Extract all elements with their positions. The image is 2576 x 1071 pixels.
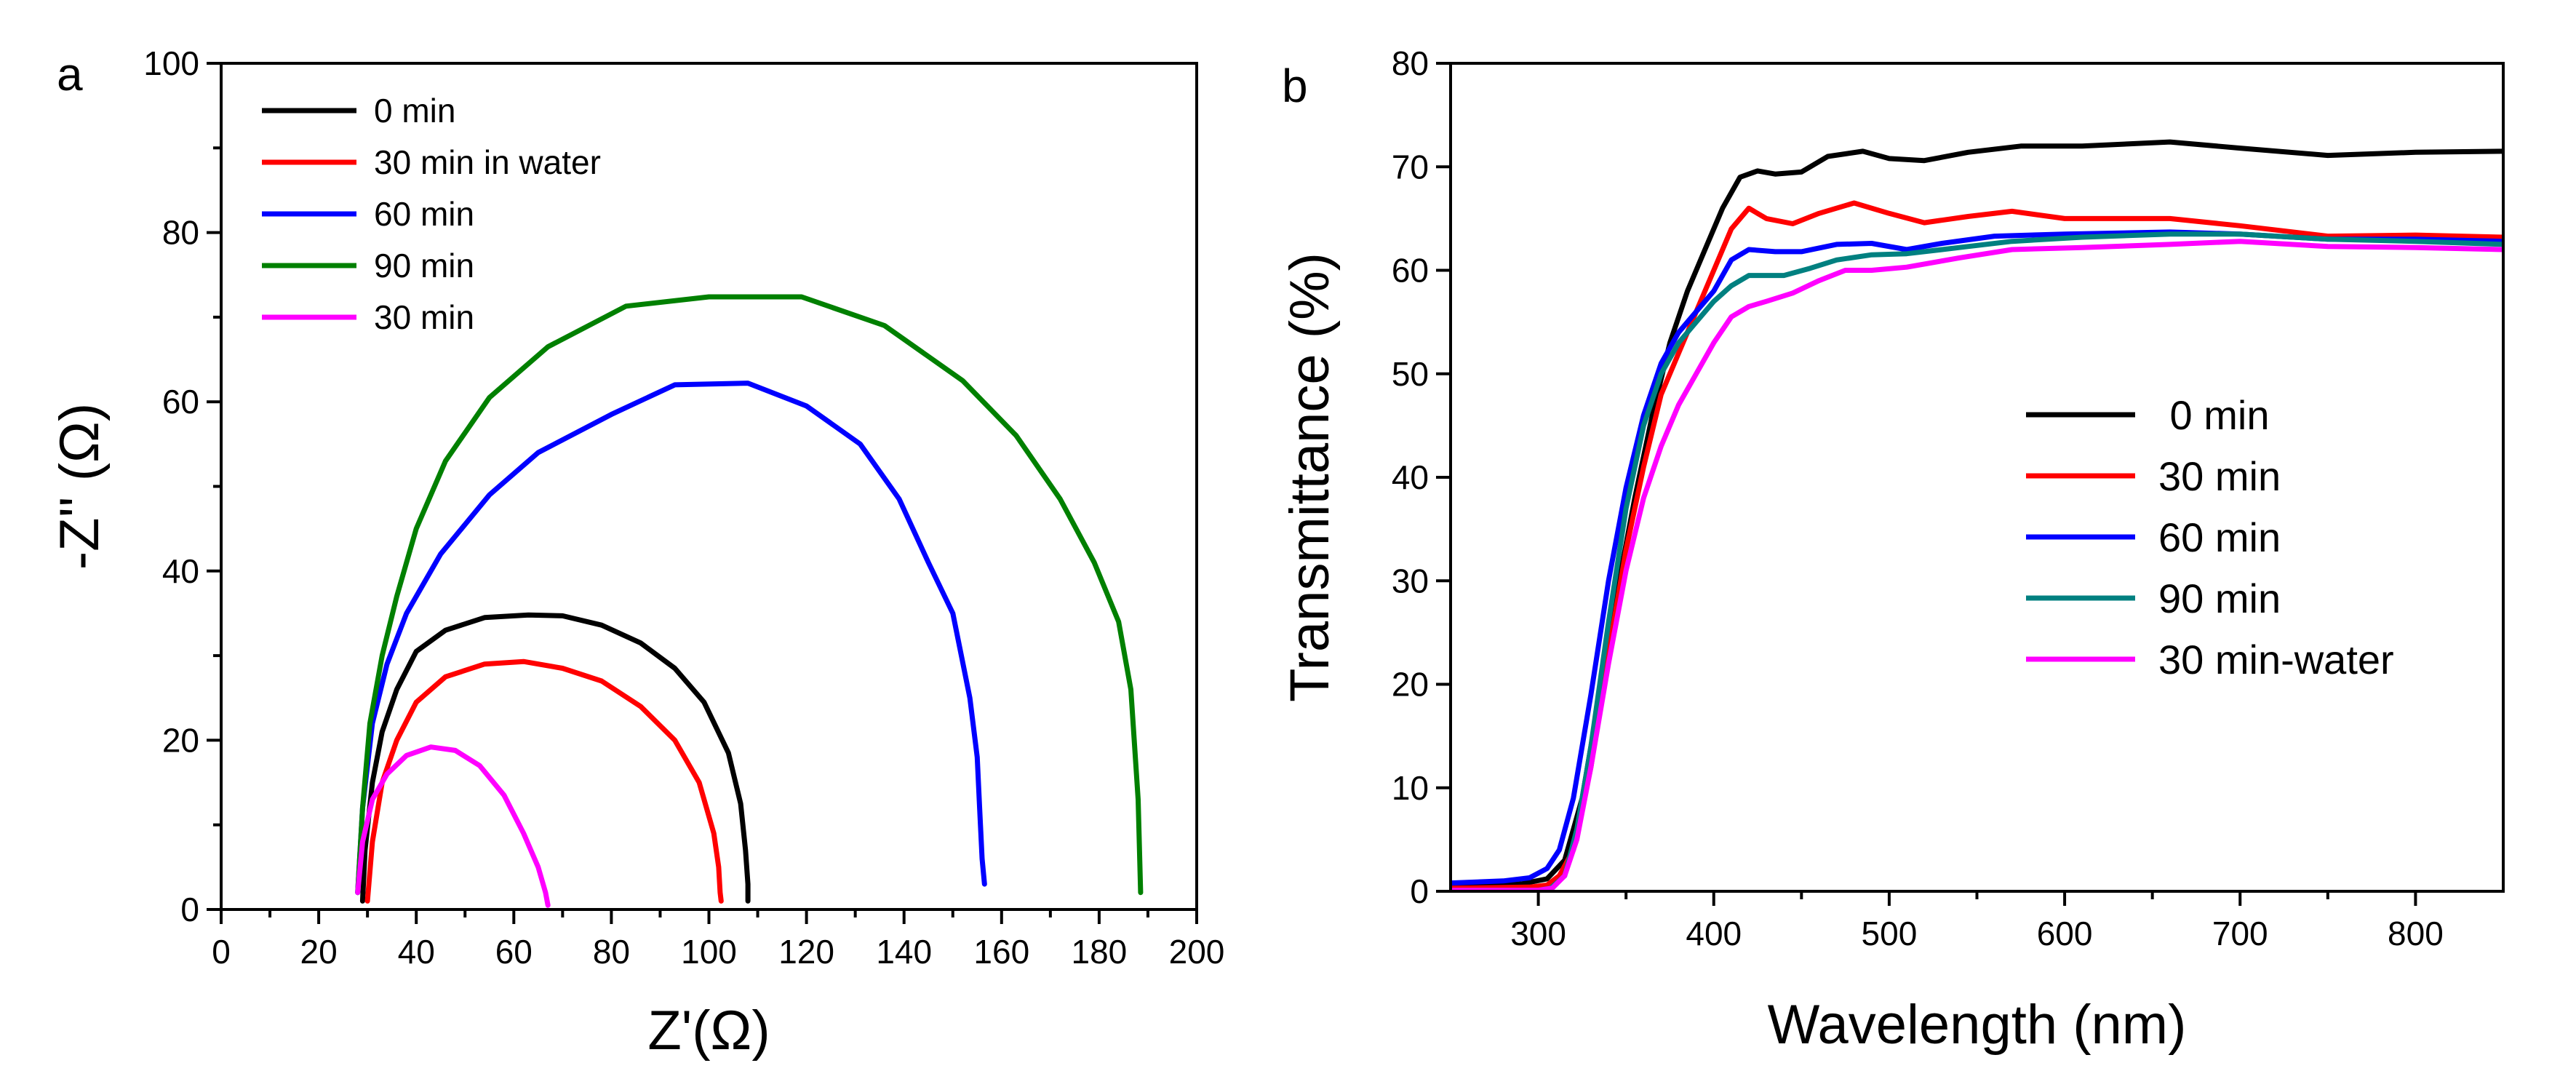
legend-label: 30 min in water	[374, 143, 601, 181]
x-axis-title: Wavelength (nm)	[1768, 994, 2187, 1056]
x-tick-label: 200	[1169, 933, 1225, 971]
x-tick-label: 700	[2212, 915, 2268, 952]
y-tick-label: 60	[162, 383, 199, 421]
series-line-1	[359, 612, 751, 904]
series-group	[1451, 139, 2503, 891]
x-tick-label: 0	[212, 933, 231, 971]
legend-label: 60 min	[2158, 514, 2281, 560]
x-tick-label: 80	[593, 933, 630, 971]
y-tick-label: 100	[143, 44, 199, 82]
legend: 0 min 30 min in water 60 min 90 min 30 min	[262, 92, 601, 336]
chart-a-eis-nyquist: a 0 20 40 60 80 100 120 140 160 180 200 0 20 40 60 80 100…	[49, 44, 1224, 1062]
series-line-3	[1451, 229, 2503, 886]
y-tick-label: 70	[1392, 148, 1429, 186]
series-line-5	[355, 744, 551, 908]
x-tick-label: 400	[1686, 915, 1742, 952]
y-tick-label: 60	[1392, 252, 1429, 290]
legend-label: 0 min	[374, 92, 455, 130]
legend-label: 30 min-water	[2158, 637, 2394, 682]
y-tick-label: 0	[1410, 872, 1429, 910]
series-group	[355, 294, 1144, 908]
x-tick-label: 500	[1862, 915, 1918, 952]
x-tick-label: 20	[300, 933, 338, 971]
x-tick-label: 600	[2037, 915, 2093, 952]
series-line-5	[1451, 239, 2503, 891]
panel-letter: a	[57, 48, 83, 100]
series-line-2	[1451, 200, 2503, 891]
series-line-4	[355, 294, 1144, 896]
y-tick-label: 20	[1392, 666, 1429, 704]
legend: 0 min 30 min 60 min 90 min 30 min-water	[2026, 392, 2394, 682]
x-axis-title: Z'(Ω)	[647, 1000, 770, 1062]
y-tick-label: 50	[1392, 355, 1429, 393]
plot-frame	[1449, 62, 2505, 893]
legend-label: 30 min	[2158, 453, 2281, 499]
x-tick-label: 180	[1072, 933, 1128, 971]
series-line-3	[355, 381, 987, 896]
chart-b-transmittance: b 300 400 500 600 700 800 0 10 20 30 40 50 60 70 80 Wave…	[1279, 44, 2505, 1056]
y-tick-label: 10	[1392, 769, 1429, 807]
legend-label: 90 min	[374, 247, 474, 284]
legend-label: 60 min	[374, 195, 474, 233]
legend-label: 0 min	[2158, 392, 2270, 438]
x-tick-label: 140	[876, 933, 932, 971]
x-tick-label: 160	[973, 933, 1029, 971]
x-tick-label: 120	[778, 933, 834, 971]
x-tick-label: 60	[495, 933, 533, 971]
x-tick-label: 100	[681, 933, 737, 971]
y-tick-label: 80	[162, 214, 199, 252]
legend-label: 30 min	[374, 298, 474, 336]
y-tick-label: 20	[162, 721, 199, 759]
x-tick-label: 300	[1510, 915, 1566, 952]
y-axis-title: Transmittance (%)	[1279, 252, 1341, 702]
x-tick-label: 40	[398, 933, 435, 971]
series-line-4	[1451, 231, 2503, 891]
y-tick-label: 30	[1392, 562, 1429, 600]
y-tick-label: 80	[1392, 44, 1429, 82]
x-tick-label: 800	[2388, 915, 2444, 952]
y-axis-title: -Z'' (Ω)	[49, 403, 111, 570]
legend-label: 90 min	[2158, 576, 2281, 621]
y-tick-label: 40	[162, 552, 199, 590]
y-tick-label: 40	[1392, 458, 1429, 496]
series-line-2	[364, 658, 724, 904]
panel-letter: b	[1282, 60, 1308, 112]
y-tick-label: 0	[180, 891, 199, 928]
